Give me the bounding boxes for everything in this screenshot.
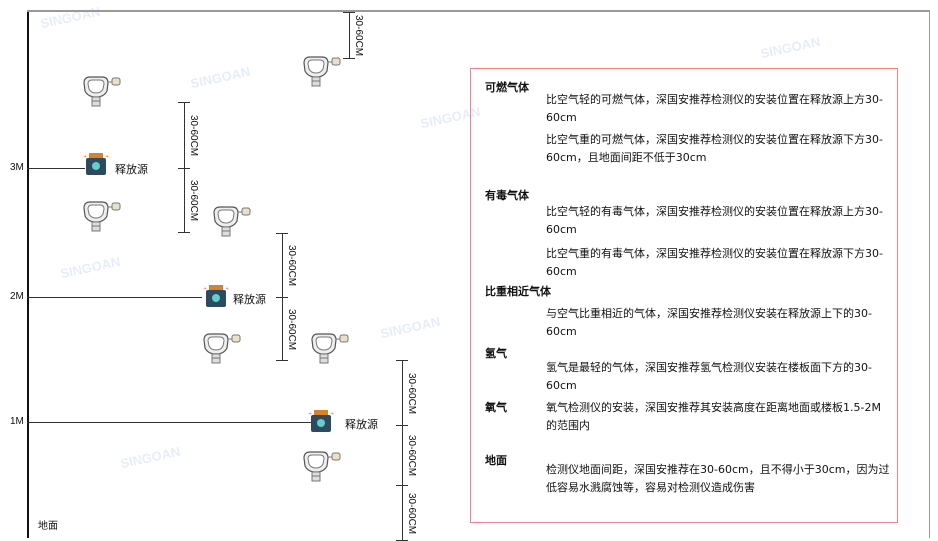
dimension-label: 30-60CM [188, 180, 199, 222]
dimension-tick [178, 232, 190, 233]
section-paragraph: 比空气轻的可燃气体，深国安推荐检测仪的安装位置在释放源上方30-60cm [546, 93, 883, 124]
section-paragraph: 比空气重的有毒气体，深国安推荐检测仪的安装位置在释放源下方30-60cm [546, 247, 883, 278]
release-source-icon: + + [203, 284, 229, 312]
ceiling-line [27, 10, 930, 12]
dimension-tick [396, 360, 408, 361]
right-border [929, 10, 930, 538]
gas-detector-icon [80, 200, 122, 236]
dimension-line [282, 233, 283, 297]
dimension-tick [396, 425, 408, 426]
dimension-line [349, 12, 350, 58]
dimension-tick [178, 102, 190, 103]
section-paragraph: 氧气检测仪的安装，深国安推荐其安装高度在距离地面或楼板1.5-2M的范围内 [546, 401, 881, 432]
release-source-icon: + + [83, 152, 109, 180]
svg-text:+: + [105, 154, 109, 160]
release-source-label: 释放源 [233, 293, 266, 306]
dimension-tick [396, 485, 408, 486]
watermark: SINGOAN [59, 253, 122, 282]
dimension-line [402, 485, 403, 540]
dimension-line [184, 102, 185, 168]
dimension-label: 30-60CM [286, 245, 297, 287]
watermark: SINGOAN [759, 33, 822, 62]
wall-line [27, 10, 29, 538]
section-heading: 地面 [485, 454, 507, 467]
dimension-label: 30-60CM [188, 115, 199, 157]
gas-detector-icon [200, 332, 242, 368]
section-heading: 氢气 [485, 347, 507, 360]
svg-text:+: + [308, 411, 312, 417]
release-source-label: 释放源 [345, 418, 378, 431]
section-paragraph: 比空气重的可燃气体，深国安推荐检测仪的安装位置在释放源下方30-60cm，且地面… [546, 133, 883, 164]
gas-detector-icon [300, 450, 342, 486]
release-source-icon: + + [308, 409, 334, 437]
dimension-label: 30-60CM [406, 435, 417, 477]
level-line [27, 422, 312, 423]
svg-text:+: + [330, 411, 334, 417]
watermark: SINGOAN [379, 313, 442, 342]
dimension-line [184, 168, 185, 232]
dimension-tick [276, 297, 288, 298]
watermark: SINGOAN [39, 3, 102, 32]
svg-text:+: + [83, 154, 87, 160]
dimension-label: 30-60CM [286, 308, 297, 350]
watermark: SINGOAN [189, 63, 252, 92]
gas-detector-icon [300, 55, 342, 91]
watermark: SINGOAN [119, 443, 182, 472]
ground-label: 地面 [38, 521, 58, 532]
level-2m: 2M [10, 291, 24, 302]
gas-detector-icon [308, 332, 350, 368]
release-source-label: 释放源 [115, 163, 148, 176]
level-line [27, 297, 202, 298]
level-3m: 3M [10, 162, 24, 173]
dimension-label: 30-60CM [406, 492, 417, 534]
section-paragraph: 与空气比重相近的气体，深国安推荐检测仪安装在释放源上下的30-60cm [546, 307, 872, 338]
dimension-label: 30-60CM [353, 15, 364, 57]
dimension-tick [343, 12, 355, 13]
section-paragraph: 比空气轻的有毒气体，深国安推荐检测仪的安装位置在释放源上方30-60cm [546, 205, 883, 236]
section-heading: 可燃气体 [485, 81, 529, 94]
dimension-tick [343, 58, 355, 59]
level-1m: 1M [10, 416, 24, 427]
dimension-line [282, 297, 283, 360]
dimension-label: 30-60CM [406, 372, 417, 414]
dimension-tick [276, 233, 288, 234]
info-panel: 可燃气体比空气轻的可燃气体，深国安推荐检测仪的安装位置在释放源上方30-60cm… [470, 68, 898, 523]
dimension-tick [178, 168, 190, 169]
section-heading: 有毒气体 [485, 189, 529, 202]
svg-text:+: + [225, 286, 229, 292]
gas-detector-icon [210, 205, 252, 241]
dimension-line [402, 425, 403, 485]
section-heading: 氧气 [485, 401, 507, 414]
gas-detector-icon [80, 75, 122, 111]
dimension-tick [276, 360, 288, 361]
dimension-line [402, 360, 403, 425]
level-line [27, 168, 85, 169]
svg-text:+: + [203, 286, 207, 292]
section-heading: 比重相近气体 [485, 285, 551, 298]
section-paragraph: 氢气是最轻的气体，深国安推荐氢气检测仪安装在楼板面下方的30-60cm [546, 361, 872, 392]
section-paragraph: 检测仪地面间距，深国安推荐在30-60cm，且不得小于30cm，因为过低容易水溅… [546, 463, 890, 494]
